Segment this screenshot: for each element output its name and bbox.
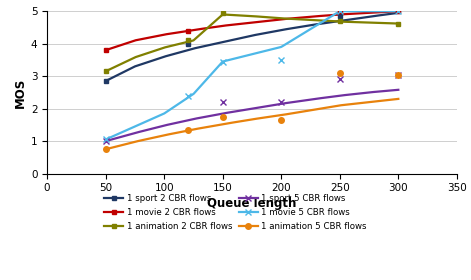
Legend: 1 sport 2 CBR flows, 1 movie 2 CBR flows, 1 animation 2 CBR flows, 1 sport 5 CBR: 1 sport 2 CBR flows, 1 movie 2 CBR flows… [102,192,369,234]
X-axis label: Queue length: Queue length [207,197,297,211]
Y-axis label: MOS: MOS [14,77,26,108]
